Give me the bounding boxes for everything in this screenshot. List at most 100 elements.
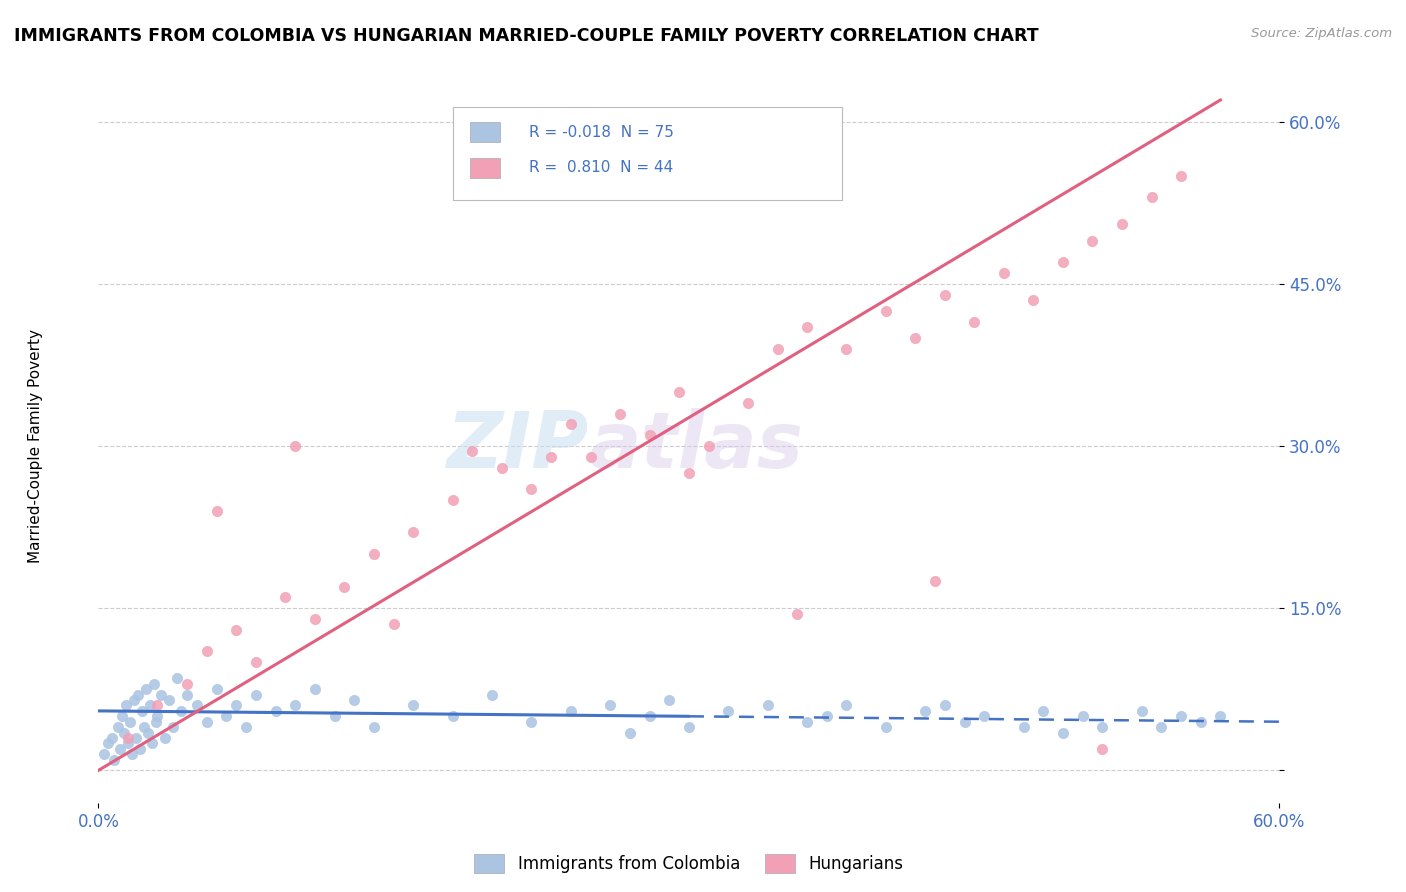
Point: [1140, 190, 1163, 204]
Point: [1081, 234, 1104, 248]
Point: [560, 417, 582, 432]
Point: [953, 714, 976, 729]
Point: [815, 709, 838, 723]
Point: [540, 450, 562, 464]
Point: [132, 720, 155, 734]
Point: [1150, 720, 1173, 734]
Point: [1209, 709, 1232, 723]
Point: [205, 682, 228, 697]
Point: [103, 753, 125, 767]
Point: [150, 688, 173, 702]
Point: [934, 287, 956, 301]
Legend: Immigrants from Colombia, Hungarians: Immigrants from Colombia, Hungarians: [468, 847, 910, 880]
Bar: [471, 122, 501, 142]
Point: [756, 698, 779, 713]
Point: [1130, 704, 1153, 718]
Point: [304, 612, 326, 626]
Point: [668, 384, 690, 399]
Point: [112, 725, 135, 739]
Point: [274, 591, 297, 605]
Point: [136, 725, 159, 739]
Text: IMMIGRANTS FROM COLOMBIA VS HUNGARIAN MARRIED-COUPLE FAMILY POVERTY CORRELATION : IMMIGRANTS FROM COLOMBIA VS HUNGARIAN MA…: [14, 27, 1039, 45]
Point: [1022, 293, 1045, 307]
Point: [678, 720, 700, 734]
Point: [225, 698, 247, 713]
Point: [225, 623, 247, 637]
Point: [875, 303, 897, 318]
Point: [697, 439, 720, 453]
Point: [108, 741, 131, 756]
Point: [638, 428, 661, 442]
Point: [186, 698, 208, 713]
Point: [1170, 709, 1192, 723]
Point: [195, 714, 218, 729]
Point: [786, 607, 808, 621]
Point: [638, 709, 661, 723]
Point: [131, 704, 153, 718]
Point: [658, 693, 681, 707]
Point: [363, 720, 385, 734]
Point: [176, 677, 198, 691]
Point: [766, 342, 789, 356]
Point: [117, 731, 139, 745]
Point: [264, 704, 287, 718]
Point: [609, 407, 631, 421]
Point: [835, 698, 858, 713]
Point: [491, 460, 513, 475]
Point: [934, 698, 956, 713]
Point: [796, 714, 818, 729]
Point: [1032, 704, 1054, 718]
Point: [1052, 725, 1074, 739]
Point: [117, 736, 139, 750]
Point: [914, 704, 936, 718]
FancyBboxPatch shape: [453, 107, 842, 200]
Point: [737, 396, 759, 410]
Point: [1189, 714, 1212, 729]
Point: [135, 682, 157, 697]
Text: ZIP: ZIP: [446, 408, 589, 484]
Point: [963, 315, 986, 329]
Point: [115, 698, 138, 713]
Point: [195, 644, 218, 658]
Text: Source: ZipAtlas.com: Source: ZipAtlas.com: [1251, 27, 1392, 40]
Point: [796, 320, 818, 334]
Point: [481, 688, 503, 702]
Point: [323, 709, 346, 723]
Point: [145, 714, 167, 729]
Point: [619, 725, 641, 739]
Point: [142, 677, 165, 691]
Point: [304, 682, 326, 697]
Point: [157, 693, 180, 707]
Point: [402, 525, 425, 540]
Point: [717, 704, 740, 718]
Point: [343, 693, 366, 707]
Point: [138, 698, 160, 713]
Point: [579, 450, 602, 464]
Point: [333, 580, 356, 594]
Point: [146, 709, 169, 723]
Point: [993, 266, 1015, 280]
Point: [973, 709, 995, 723]
Point: [284, 439, 307, 453]
Point: [111, 709, 134, 723]
Point: [118, 714, 141, 729]
Point: [245, 655, 267, 669]
Point: [924, 574, 946, 589]
Point: [520, 482, 543, 496]
Point: [461, 444, 484, 458]
Point: [1111, 218, 1133, 232]
Bar: [471, 158, 501, 178]
Point: [875, 720, 897, 734]
Point: [382, 617, 405, 632]
Point: [1091, 741, 1114, 756]
Point: [1071, 709, 1094, 723]
Point: [402, 698, 425, 713]
Point: [176, 688, 198, 702]
Point: [441, 709, 464, 723]
Text: R =  0.810  N = 44: R = 0.810 N = 44: [530, 161, 673, 175]
Point: [141, 736, 163, 750]
Point: [121, 747, 143, 761]
Point: [215, 709, 238, 723]
Point: [1012, 720, 1035, 734]
Text: Married-Couple Family Poverty: Married-Couple Family Poverty: [28, 329, 42, 563]
